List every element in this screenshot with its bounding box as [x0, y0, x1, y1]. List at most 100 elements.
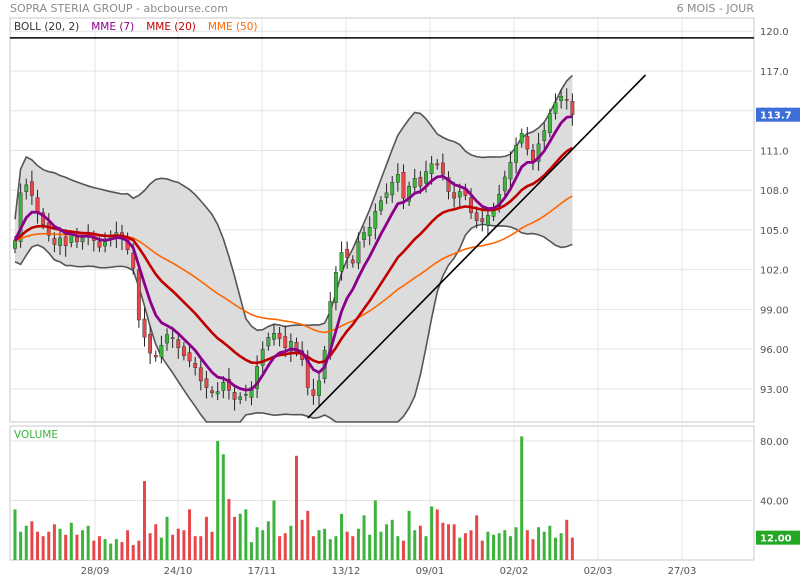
volume-bar — [458, 537, 462, 560]
candle-body — [373, 211, 378, 229]
volume-bar — [165, 516, 169, 560]
volume-bar — [13, 509, 17, 560]
volume-bar — [221, 454, 225, 560]
volume-bar — [430, 506, 434, 560]
candle-body — [379, 200, 383, 211]
volume-bar — [182, 530, 186, 560]
candle-body — [317, 380, 321, 396]
candle-body — [52, 238, 57, 245]
candle-body — [480, 218, 485, 223]
volume-bar — [103, 539, 107, 560]
volume-bar — [244, 509, 248, 560]
candle-body — [508, 162, 513, 180]
volume-bar — [81, 530, 85, 560]
candle-body — [181, 346, 186, 356]
candle-body — [418, 177, 423, 187]
volume-bar — [469, 530, 473, 560]
candle-body — [148, 333, 153, 354]
y-tick-label: 102.0 — [760, 266, 789, 277]
volume-bar — [120, 542, 124, 560]
volume-bar — [542, 531, 546, 560]
candle-body — [227, 378, 231, 391]
mme20-line — [14, 146, 574, 365]
volume-tick-label: 80.00 — [760, 437, 789, 448]
volume-bar — [114, 539, 118, 560]
volume-bar — [520, 436, 524, 560]
candle-body — [131, 252, 136, 269]
candle-body — [401, 171, 406, 199]
volume-bar — [340, 513, 344, 560]
volume-bar — [75, 534, 79, 560]
y-tick-label: 99.00 — [760, 305, 789, 316]
candle-body — [339, 252, 344, 272]
volume-bar — [210, 531, 214, 560]
volume-bar — [58, 528, 62, 560]
volume-bar — [86, 525, 90, 560]
volume-bar — [368, 534, 372, 560]
candle-body — [356, 241, 361, 264]
volume-bar — [424, 536, 428, 560]
candle-body — [266, 337, 271, 347]
y-tick-label: 111.0 — [760, 146, 789, 157]
candle-body — [283, 336, 288, 349]
volume-bar — [24, 525, 28, 560]
volume-bar — [137, 540, 141, 560]
period-label: 6 MOIS - JOUR — [676, 2, 754, 15]
candle-body — [570, 100, 575, 115]
volume-bar — [148, 533, 152, 560]
volume-bar — [36, 531, 40, 560]
candle-body — [288, 341, 293, 352]
volume-bar — [525, 530, 529, 560]
volume-bar — [323, 528, 327, 560]
candle-body — [474, 212, 479, 221]
candle-body — [18, 192, 23, 242]
y-tick-label: 96.00 — [760, 345, 789, 356]
candle-body — [362, 232, 366, 240]
volume-bar — [463, 533, 467, 560]
candle-body — [395, 174, 400, 183]
volume-bar — [154, 524, 158, 560]
bollinger-lower-line — [14, 223, 573, 423]
volume-bar — [407, 510, 411, 560]
candle-body — [238, 396, 243, 400]
candle-body — [210, 390, 214, 394]
volume-bar — [559, 533, 563, 560]
candle-body — [311, 389, 316, 396]
candle-body — [187, 352, 192, 362]
volume-bar — [300, 519, 304, 560]
volume-bar — [52, 524, 56, 560]
volume-tag-box — [756, 530, 800, 545]
volume-bar — [356, 528, 360, 560]
bollinger-band-area — [15, 75, 573, 422]
volume-bar — [373, 500, 377, 560]
candle-body — [424, 171, 428, 184]
candle-body — [547, 113, 552, 133]
candle-body — [75, 237, 79, 243]
volume-bar — [531, 539, 535, 560]
candle-body — [24, 184, 29, 192]
volume-bar — [216, 440, 220, 560]
candle-body — [80, 237, 85, 243]
y-tick-label: 117.0 — [760, 67, 789, 78]
candle-body — [46, 222, 51, 236]
volume-bar — [548, 525, 552, 560]
volume-bar — [396, 536, 400, 560]
candle-body — [542, 130, 547, 141]
volume-bar — [514, 527, 518, 560]
candle-body — [13, 240, 17, 249]
candle-body — [97, 241, 102, 248]
volume-bar — [19, 531, 23, 560]
candle-body — [142, 318, 147, 338]
volume-bar — [97, 536, 101, 560]
candle-body — [384, 192, 389, 198]
volume-bar — [64, 534, 68, 560]
candle-body — [407, 186, 411, 202]
price-tag-box — [756, 107, 800, 122]
volume-bar — [351, 536, 355, 560]
candle-body — [457, 191, 462, 198]
candle-body — [559, 95, 564, 101]
volume-bar — [283, 533, 287, 560]
y-tick-label: 105.0 — [760, 226, 789, 237]
candle-body — [243, 393, 248, 396]
